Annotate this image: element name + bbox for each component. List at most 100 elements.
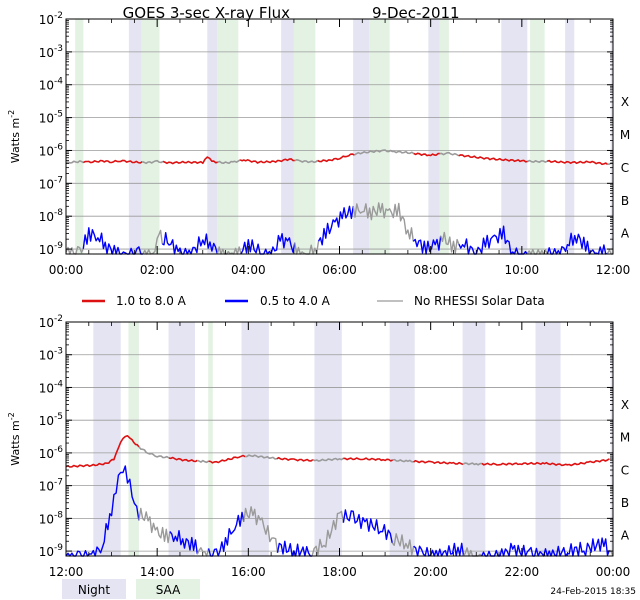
bottom-series-long: [462, 462, 483, 466]
bottom-xtick-label: 16:00: [231, 565, 266, 579]
top-xtick-label: 02:00: [140, 263, 175, 277]
bottom-ytick-label: 10-7: [39, 478, 63, 494]
bottom-saa-band: [128, 322, 139, 556]
legend-long-label: 1.0 to 8.0 A: [116, 294, 187, 308]
top-ytick-label: 10-9: [39, 241, 64, 257]
bottom-night-band: [610, 322, 613, 556]
top-ytick-label: 10-7: [39, 175, 63, 191]
bottom-series-long: [208, 454, 246, 464]
bottom-night-band: [389, 322, 415, 556]
bottom-series-long: [196, 459, 210, 464]
panel-top: 10-2 10-3 10-4 10-5 10-6 10-7 10-8 10-9 00:00 02:…: [7, 11, 630, 277]
top-series-long: [162, 156, 218, 165]
top-night-band: [501, 19, 528, 254]
bottom-series-long: [392, 458, 414, 463]
top-series-short: [317, 205, 354, 246]
legend-night-swatch: [62, 579, 126, 599]
top-night-band: [281, 19, 294, 254]
top-ytick-label: 10-8: [39, 208, 64, 224]
top-night-band: [207, 19, 218, 254]
top-series-long: [458, 154, 528, 163]
bottom-series-short: [65, 465, 140, 557]
chart-title: GOES 3-sec X-ray Flux: [123, 4, 290, 22]
top-night-band: [610, 19, 613, 254]
chart-date: 9-Dec-2011: [372, 4, 460, 22]
top-flare-class-x: X: [621, 95, 629, 109]
bottom-ytick-label: 10-2: [39, 314, 63, 330]
top-ytick-label: 10-2: [39, 11, 63, 27]
bottom-series-long: [65, 434, 140, 468]
bottom-series-long: [312, 457, 344, 462]
bottom-flare-class-m: M: [620, 431, 630, 445]
bottom-xtick-label: 12:00: [49, 565, 84, 579]
top-series-long: [141, 159, 164, 165]
bottom-series-short: [391, 533, 415, 556]
bottom-xtick-label: 22:00: [505, 565, 540, 579]
top-ytick-label: 10-6: [39, 142, 64, 158]
legend-saa-label: SAA: [156, 583, 181, 597]
bottom-series-long: [413, 459, 464, 466]
bottom-night-band: [462, 322, 486, 556]
top-series-short: [526, 248, 549, 255]
top-series-long: [439, 151, 460, 157]
bottom-series-long: [343, 457, 394, 462]
panel-bottom: 10-2 10-3 10-4 10-5 10-6 10-7 10-8 10-9 12:00 14:…: [7, 314, 630, 579]
top-series-long: [65, 160, 84, 164]
bottom-ytick-label: 10-6: [39, 445, 64, 461]
bottom-series-long: [168, 456, 198, 463]
top-ytick-label: 10-5: [39, 110, 63, 126]
bottom-series-short: [413, 542, 465, 557]
bottom-flare-class-x: X: [621, 398, 629, 412]
bottom-series-short: [169, 530, 198, 555]
top-series-short: [216, 246, 242, 255]
top-flare-class-b: B: [621, 194, 629, 208]
footer-timestamp: 24-Feb-2015 18:35: [550, 587, 636, 597]
bottom-series-short: [243, 506, 279, 553]
bottom-y-axis-label: Watts m-2: [7, 412, 22, 465]
top-night-band: [565, 19, 575, 254]
top-flare-class-a: A: [621, 227, 630, 241]
legend-short-label: 0.5 to 4.0 A: [260, 294, 331, 308]
bottom-flare-class-b: B: [621, 496, 629, 510]
legend-norhessi-label: No RHESSI Solar Data: [414, 294, 545, 308]
bottom-ytick-label: 10-4: [39, 379, 64, 395]
bottom-flare-class-a: A: [621, 529, 630, 543]
top-xtick-label: 10:00: [505, 263, 540, 277]
top-ytick-label: 10-3: [39, 44, 63, 60]
top-xtick-label: 06:00: [322, 263, 357, 277]
top-series-short: [412, 235, 442, 255]
top-series-long: [546, 159, 608, 166]
top-xtick-label: 00:00: [49, 263, 84, 277]
legend-night-label: Night: [78, 583, 111, 597]
top-saa-band: [75, 19, 84, 254]
top-series-short: [458, 225, 528, 255]
top-saa-band: [293, 19, 316, 254]
bottom-series-short: [481, 537, 611, 557]
bottom-ytick-label: 10-5: [39, 412, 63, 428]
bottom-xtick-label: 00:00: [596, 565, 631, 579]
top-xtick-label: 04:00: [231, 263, 266, 277]
top-series-long: [317, 153, 355, 163]
top-xtick-label: 08:00: [413, 263, 448, 277]
bottom-night-band: [241, 322, 269, 556]
top-saa-band: [141, 19, 160, 254]
bottom-xtick-label: 18:00: [322, 565, 357, 579]
top-series-long: [217, 159, 241, 164]
top-night-band: [428, 19, 440, 254]
top-flare-class-m: M: [620, 128, 630, 142]
top-series-long: [354, 149, 415, 156]
top-series-short: [162, 231, 218, 255]
legend-saa-swatch: [136, 579, 200, 599]
bottom-flare-class-c: C: [621, 463, 629, 477]
top-saa-band: [369, 19, 390, 254]
bottom-series-short: [342, 509, 393, 543]
bottom-ytick-label: 10-9: [39, 543, 64, 559]
bottom-series-short: [138, 507, 171, 544]
legend: 1.0 to 8.0 A 0.5 to 4.0 A No RHESSI Sola…: [82, 294, 545, 308]
top-night-band: [128, 19, 142, 254]
top-series-short: [352, 202, 414, 242]
top-series-short: [440, 231, 460, 254]
top-series-long: [239, 158, 295, 164]
bottom-series-short: [311, 510, 345, 557]
top-night-band: [353, 19, 370, 254]
